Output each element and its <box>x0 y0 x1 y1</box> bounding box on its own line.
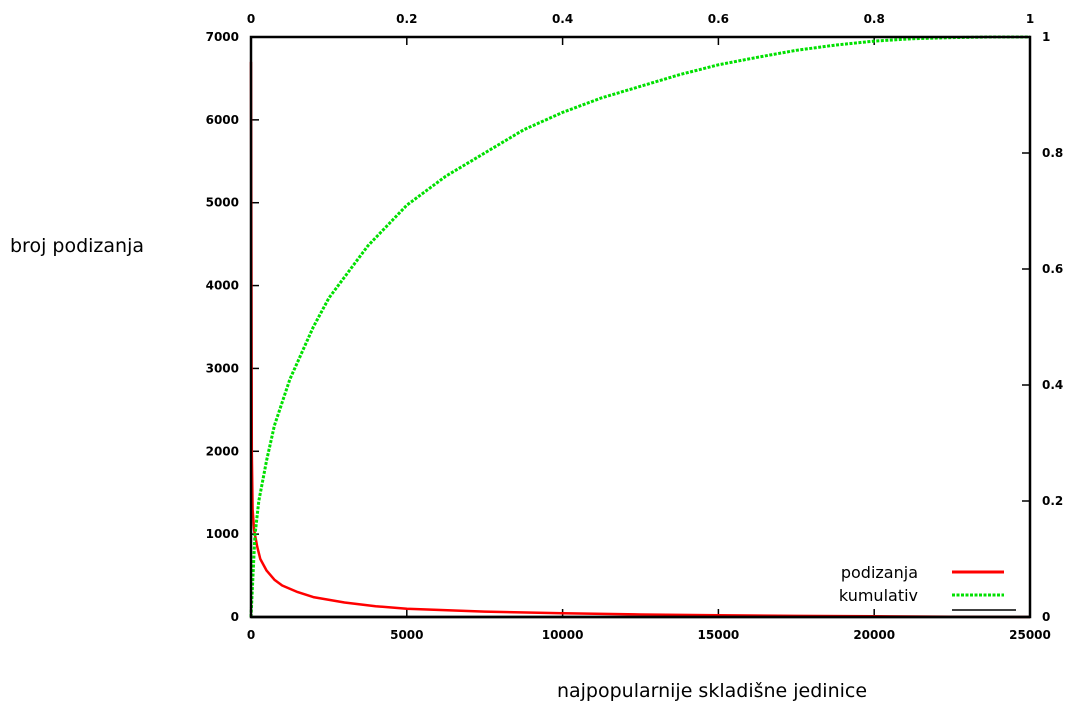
y-tick-label: 2000 <box>206 444 239 458</box>
y2-tick-label: 0.2 <box>1042 494 1063 508</box>
x2-axis-ticks: 0 0.2 0.4 0.6 0.8 1 <box>247 12 1034 45</box>
y2-tick-label: 0.8 <box>1042 146 1063 160</box>
x-tick-label: 5000 <box>390 628 423 642</box>
x2-tick-label: 0.8 <box>864 12 885 26</box>
x2-tick-label: 1 <box>1026 12 1034 26</box>
y2-tick-label: 1 <box>1042 30 1050 44</box>
legend-label-podizanja: podizanja <box>841 563 918 582</box>
y2-tick-label: 0.6 <box>1042 262 1063 276</box>
x-axis-title: najpopularnije skladišne jedinice <box>557 680 867 702</box>
y2-tick-label: 0 <box>1042 610 1050 624</box>
x2-tick-label: 0 <box>247 12 255 26</box>
x-tick-label: 20000 <box>853 628 895 642</box>
x-tick-label: 25000 <box>1009 628 1051 642</box>
y-tick-label: 3000 <box>206 361 239 375</box>
x2-tick-label: 0.4 <box>552 12 573 26</box>
series-layer <box>249 35 1031 619</box>
x-tick-label: 15000 <box>698 628 740 642</box>
plot-frame <box>249 35 1032 619</box>
y2-tick-label: 0.4 <box>1042 378 1063 392</box>
y-tick-label: 6000 <box>206 113 239 127</box>
series-line-kumulativ <box>249 35 1030 618</box>
x2-tick-label: 0.6 <box>708 12 729 26</box>
y-axis-ticks: 0 1000 2000 3000 4000 5000 6000 7000 <box>206 30 259 624</box>
y-tick-label: 5000 <box>206 196 239 210</box>
legend-label-kumulativ: kumulativ <box>839 586 918 605</box>
x2-tick-label: 0.2 <box>396 12 417 26</box>
y-tick-label: 4000 <box>206 279 239 293</box>
x-tick-label: 0 <box>247 628 255 642</box>
legend: podizanja kumulativ <box>839 563 1016 611</box>
y-tick-label: 7000 <box>206 30 239 44</box>
x-tick-label: 10000 <box>542 628 584 642</box>
y2-axis-ticks: 0 0.2 0.4 0.6 0.8 1 <box>1022 30 1063 624</box>
y-axis-title: broj podizanja <box>10 235 144 257</box>
y-tick-label: 0 <box>231 610 239 624</box>
series-line-podizanja <box>249 61 1031 619</box>
y-tick-label: 1000 <box>206 527 239 541</box>
